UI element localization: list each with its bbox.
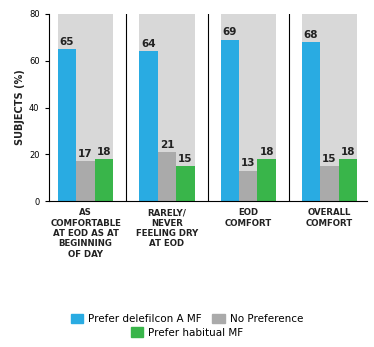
Bar <box>320 166 339 201</box>
Text: 18: 18 <box>341 147 355 157</box>
Text: 68: 68 <box>304 29 318 40</box>
Bar <box>339 14 357 201</box>
Bar <box>58 49 76 201</box>
Bar <box>95 159 113 201</box>
Bar <box>239 14 257 201</box>
Text: 65: 65 <box>60 37 74 46</box>
Bar <box>320 14 339 201</box>
Bar <box>58 14 76 201</box>
Text: AS
COMFORTABLE
AT EOD AS AT
BEGINNING
OF DAY: AS COMFORTABLE AT EOD AS AT BEGINNING OF… <box>50 208 121 259</box>
Text: 69: 69 <box>223 27 237 37</box>
Bar <box>139 51 158 201</box>
Text: 13: 13 <box>241 159 255 169</box>
Text: 15: 15 <box>178 154 193 164</box>
Bar <box>221 40 239 201</box>
Bar <box>176 14 194 201</box>
Bar <box>139 14 158 201</box>
Text: 21: 21 <box>160 140 174 150</box>
Text: 18: 18 <box>97 147 111 157</box>
Text: EOD
COMFORT: EOD COMFORT <box>225 208 272 228</box>
Bar <box>221 14 239 201</box>
Y-axis label: SUBJECTS (%): SUBJECTS (%) <box>15 70 25 145</box>
Text: 18: 18 <box>260 147 274 157</box>
Bar <box>257 14 276 201</box>
Bar <box>302 14 320 201</box>
Legend: Prefer habitual MF: Prefer habitual MF <box>126 323 248 342</box>
Bar <box>76 161 95 201</box>
Text: 64: 64 <box>141 39 156 49</box>
Text: OVERALL
COMFORT: OVERALL COMFORT <box>306 208 353 228</box>
Bar <box>95 14 113 201</box>
Bar <box>257 159 276 201</box>
Bar <box>239 171 257 201</box>
Bar <box>76 14 95 201</box>
Bar <box>176 166 194 201</box>
Bar <box>158 152 176 201</box>
Text: 17: 17 <box>78 149 93 159</box>
Bar <box>158 14 176 201</box>
Text: 15: 15 <box>322 154 337 164</box>
Bar <box>302 42 320 201</box>
Bar <box>339 159 357 201</box>
Text: RARELY/
NEVER
FEELING DRY
AT EOD: RARELY/ NEVER FEELING DRY AT EOD <box>136 208 198 248</box>
Legend: Prefer delefilcon A MF, No Preference: Prefer delefilcon A MF, No Preference <box>67 309 307 328</box>
